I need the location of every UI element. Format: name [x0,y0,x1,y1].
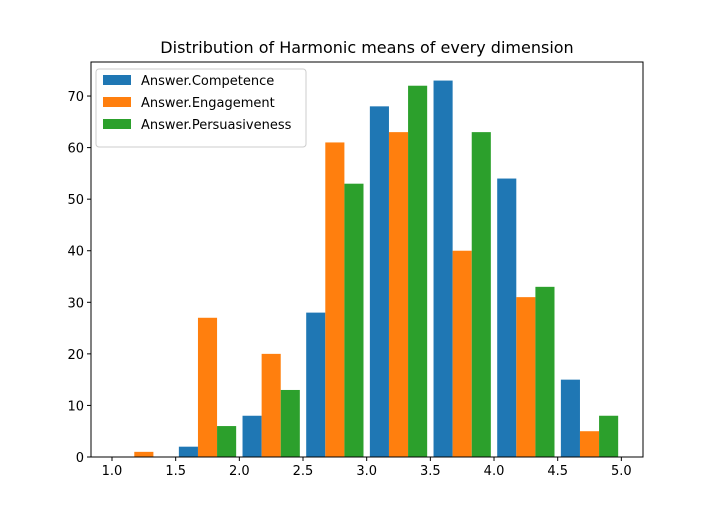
bar [599,415,619,457]
bar [579,431,600,457]
x-tick-label: 1.5 [165,464,186,479]
bar [306,312,326,457]
bar [242,415,262,457]
legend-label: Answer.Persuasiveness [141,118,292,133]
bar [134,451,154,457]
bar [408,85,428,457]
legend-swatch [103,119,131,129]
bar [178,446,198,457]
bar [388,132,409,457]
x-tick-label: 3.5 [420,464,441,479]
bar [471,132,491,457]
bar [497,178,517,457]
x-tick-label: 1.0 [102,464,123,479]
y-tick-label: 60 [67,142,84,157]
y-tick-label: 0 [76,451,84,466]
bar [217,426,237,457]
bar [369,106,389,457]
y-tick-label: 50 [67,193,84,208]
bar [433,80,453,457]
bar [325,142,345,458]
x-tick-label: 5.0 [611,464,632,479]
x-tick-label: 2.5 [293,464,314,479]
legend-label: Answer.Competence [141,74,274,89]
bar [344,183,364,457]
y-tick-label: 20 [67,348,84,363]
bar [452,250,472,457]
bar [280,389,300,457]
legend-label: Answer.Engagement [141,96,275,111]
x-tick-label: 3.0 [356,464,377,479]
legend-swatch [103,97,131,107]
y-tick-label: 70 [67,90,84,105]
y-tick-label: 40 [67,245,84,260]
bar [560,379,580,457]
bar [535,286,555,457]
y-tick-label: 30 [67,296,84,311]
x-tick-label: 4.0 [484,464,505,479]
y-tick-label: 10 [67,399,84,414]
bar [261,353,281,457]
legend-box [95,68,307,148]
bar [516,297,536,457]
bar [197,317,218,457]
x-tick-label: 2.0 [229,464,250,479]
x-tick-label: 4.5 [547,464,568,479]
legend-swatch [103,75,131,85]
chart-title: Distribution of Harmonic means of every … [160,38,573,57]
